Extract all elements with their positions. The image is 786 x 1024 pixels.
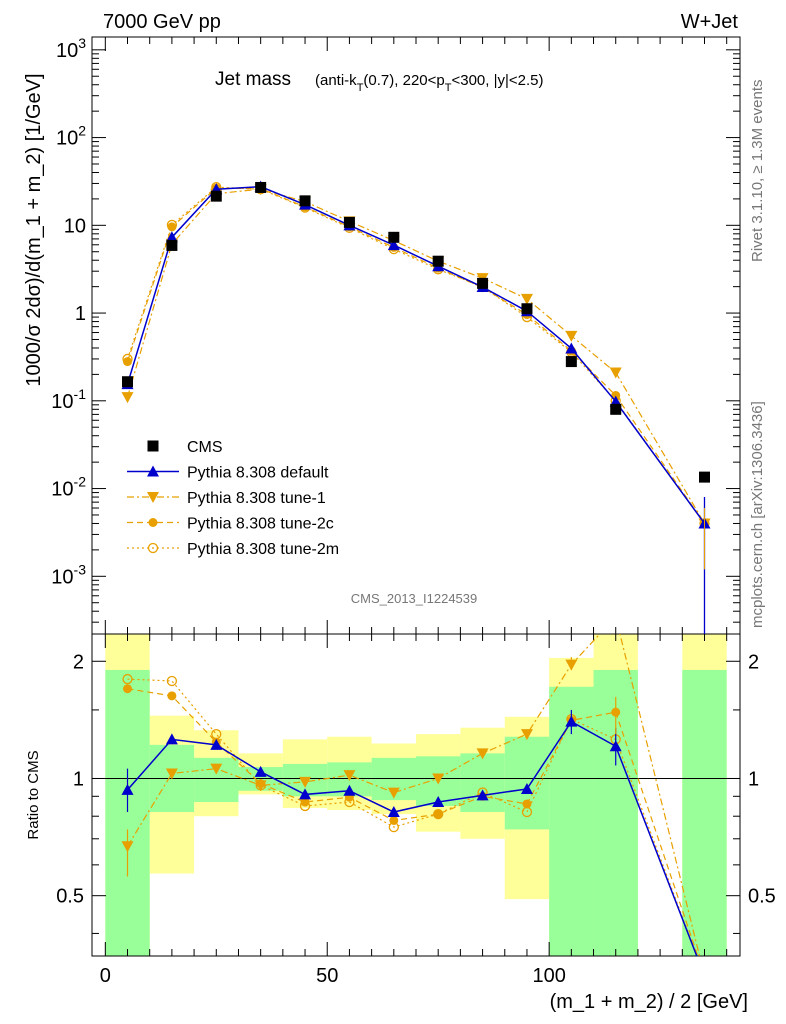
- data-point: [477, 277, 489, 289]
- chart-subtitle: (anti-kT(0.7), 220<pT<300, |y|<2.5): [315, 72, 544, 94]
- legend-marker: [147, 440, 159, 452]
- y-tick-label: 103: [56, 35, 86, 62]
- ratio-point: [165, 768, 178, 780]
- ratio-point: [210, 738, 223, 750]
- data-point: [565, 330, 578, 342]
- ratio-y-tick-label: 0.5: [56, 886, 84, 908]
- y-tick-label: 10-3: [51, 561, 86, 588]
- y-tick-label: 10-1: [51, 386, 86, 413]
- ratio-uncertainty-bands: [105, 634, 727, 956]
- data-point: [609, 367, 622, 379]
- y-tick-label: 1: [75, 303, 86, 325]
- data-point: [122, 376, 134, 388]
- x-tick-label: 50: [316, 965, 338, 987]
- side-mcplots: mcplots.cern.ch [arXiv:1306.3436]: [749, 401, 766, 628]
- ratio-point: [343, 784, 356, 796]
- ratio-series-line: [127, 678, 698, 956]
- chart-title: Jet mass: [215, 69, 291, 90]
- x-tick-label: 0: [100, 965, 111, 987]
- ratio-y-tick-label-right: 0.5: [748, 886, 776, 908]
- data-point: [387, 239, 400, 251]
- ratio-y-tick-label: 2: [73, 651, 84, 673]
- ratio-point: [299, 788, 312, 800]
- data-point: [388, 231, 400, 243]
- ratio-point: [389, 815, 399, 825]
- data-point: [167, 222, 177, 232]
- data-point: [565, 356, 577, 368]
- header-right: W+Jet: [681, 11, 739, 33]
- ratio-point: [432, 773, 445, 785]
- data-point: [521, 303, 533, 315]
- legend-marker: [148, 518, 158, 527]
- data-point: [210, 190, 222, 202]
- inner-band-bin: [460, 753, 505, 813]
- ratio-point: [123, 684, 133, 694]
- ratio-point: [122, 673, 133, 685]
- ratio-point: [343, 770, 356, 782]
- ratio-ylabel: Ratio to CMS: [25, 750, 42, 839]
- data-point: [565, 342, 578, 354]
- data-point: [165, 231, 178, 243]
- ratio-point: [387, 806, 400, 818]
- ratio-point: [167, 691, 177, 701]
- data-point: [299, 195, 311, 207]
- legend-label: Pythia 8.308 default: [187, 465, 329, 482]
- ratio-point: [387, 787, 400, 799]
- ratio-point: [210, 763, 223, 775]
- main-ylabel: 1000/σ 2dσ)/d(m_1 + m_2) [1/GeV]: [23, 73, 45, 386]
- ratio-point: [522, 799, 532, 809]
- ratio-point: [433, 809, 443, 819]
- inner-band-bin: [105, 669, 150, 956]
- ratio-point: [520, 729, 533, 741]
- legend: CMS Pythia 8.308 default Pythia 8.308 tune…: [127, 439, 339, 558]
- data-point: [123, 357, 133, 367]
- analysis-id: CMS_2013_I1224539: [351, 591, 478, 606]
- legend-label: Pythia 8.308 tune-2c: [187, 516, 334, 533]
- ratio-point: [165, 733, 178, 745]
- data-point: [166, 239, 178, 251]
- data-point: [520, 293, 533, 305]
- y-tick-label: 10-2: [51, 474, 86, 501]
- ratio-point: [166, 675, 178, 687]
- ratio-point: [476, 789, 489, 801]
- ratio-point: [476, 748, 489, 760]
- legend-label: CMS: [187, 439, 223, 456]
- side-rivet: Rivet 3.1.10, ≥ 1.3M events: [749, 80, 766, 263]
- main-axes: 10-3 10-2 10-1 1 10 102 103: [51, 35, 741, 635]
- ratio-point: [299, 776, 312, 788]
- main-series-0: [122, 181, 710, 483]
- header-left: 7000 GeV pp: [103, 11, 221, 33]
- legend-marker: [147, 465, 159, 477]
- legend-marker: [147, 492, 159, 503]
- ratio-point: [432, 796, 445, 808]
- data-point: [698, 471, 710, 483]
- ratio-y-tick-label-right: 2: [748, 651, 759, 673]
- legend-label: Pythia 8.308 tune-2m: [187, 541, 339, 558]
- data-point: [432, 255, 444, 267]
- xlabel: (m_1 + m_2) / 2 [GeV]: [550, 991, 748, 1013]
- legend-marker: [147, 542, 159, 554]
- ratio-y-tick-label-right: 1: [748, 768, 759, 790]
- y-tick-label: 102: [56, 123, 86, 150]
- ratio-point: [300, 797, 310, 807]
- data-point: [610, 403, 622, 415]
- ratio-point: [254, 765, 267, 777]
- ratio-point: [520, 782, 533, 794]
- y-tick-label: 10: [64, 215, 86, 237]
- ratio-error-bars: [126, 657, 617, 877]
- data-point: [343, 216, 355, 228]
- data-point: [121, 392, 134, 404]
- legend-label: Pythia 8.308 tune-1: [187, 490, 326, 507]
- x-tick-label: 100: [532, 965, 565, 987]
- series-layer: [121, 180, 711, 956]
- ratio-panel: 0 50 100 0.5 0.5 1 1 2 2: [56, 633, 776, 987]
- inner-band-bin: [682, 669, 727, 956]
- chart-title-main: Jet mass: [215, 69, 291, 90]
- data-point: [255, 181, 267, 193]
- ratio-point: [254, 780, 267, 792]
- ratio-y-tick-label: 1: [73, 768, 84, 790]
